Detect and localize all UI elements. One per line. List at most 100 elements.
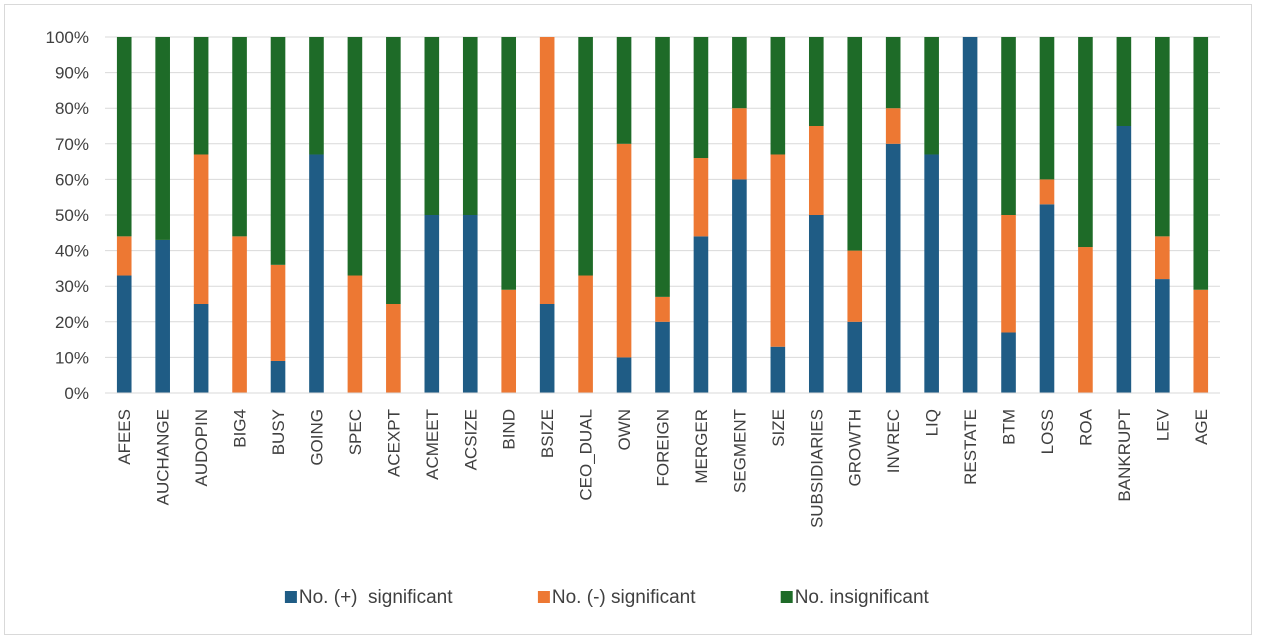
bar-segment-negative bbox=[539, 37, 555, 304]
x-category-label: AGE bbox=[1192, 409, 1211, 445]
bar-segment-positive bbox=[1039, 204, 1055, 393]
x-category-label: MERGER bbox=[692, 409, 711, 484]
bar-segment-positive bbox=[155, 239, 170, 393]
bar-segment-negative bbox=[847, 250, 863, 322]
bar-segment-negative bbox=[1039, 179, 1055, 205]
bar-segment-negative bbox=[116, 236, 132, 276]
bar-segment-positive bbox=[693, 236, 709, 393]
x-category-label: RESTATE bbox=[961, 409, 980, 485]
bar-segment-insignificant bbox=[1116, 37, 1132, 126]
bar-segment-insignificant bbox=[116, 37, 132, 237]
bar-segment-negative bbox=[770, 154, 786, 347]
bar-segment-positive bbox=[655, 321, 670, 393]
y-axis-tick-labels: 0% 10% 20% 30% 40% 50% 60% 70% 80% 90% 100% bbox=[46, 28, 89, 403]
bar-segment-negative bbox=[578, 275, 593, 393]
x-category-label: OWN bbox=[615, 409, 634, 451]
bar-segment-negative bbox=[1193, 289, 1209, 393]
y-tick-label: 40% bbox=[55, 242, 89, 261]
x-category-label: BIG4 bbox=[231, 409, 250, 448]
bar-segment-negative bbox=[885, 108, 901, 144]
bar-segment-positive bbox=[309, 154, 324, 393]
x-category-label: ACSIZE bbox=[461, 409, 480, 470]
x-category-label: GROWTH bbox=[846, 409, 865, 486]
x-category-label: BANKRUPT bbox=[1115, 409, 1134, 502]
x-category-label: INVREC bbox=[884, 409, 903, 473]
bar-segment-positive bbox=[770, 346, 786, 393]
bar-segment-insignificant bbox=[578, 37, 593, 276]
bar-segment-insignificant bbox=[847, 37, 863, 251]
bar-segment-positive bbox=[539, 304, 555, 393]
bar-segment-insignificant bbox=[386, 37, 401, 304]
bar-segment-insignificant bbox=[885, 37, 901, 109]
bar-segment-insignificant bbox=[347, 37, 363, 276]
legend-label: No. (+) significant bbox=[299, 587, 453, 608]
x-category-label: LOSS bbox=[1038, 409, 1057, 454]
bar-segment-insignificant bbox=[1001, 37, 1016, 215]
bar-segment-positive bbox=[924, 154, 939, 393]
bar-segment-negative bbox=[1001, 215, 1016, 333]
bar-segment-positive bbox=[885, 143, 901, 393]
bar-segment-insignificant bbox=[616, 37, 632, 144]
bar-segment-negative bbox=[193, 154, 209, 304]
x-category-label: GOING bbox=[307, 409, 326, 466]
legend-label: No. insignificant bbox=[795, 587, 930, 608]
bar-segment-insignificant bbox=[693, 37, 709, 159]
x-category-label: SIZE bbox=[769, 409, 788, 447]
y-tick-label: 10% bbox=[55, 348, 89, 367]
bar-segment-insignificant bbox=[270, 37, 286, 265]
y-tick-label: 20% bbox=[55, 313, 89, 332]
bar-segment-negative bbox=[347, 275, 363, 393]
bar-segment-insignificant bbox=[193, 37, 209, 155]
bar-segment-negative bbox=[501, 289, 517, 393]
x-category-label: CEO_DUAL bbox=[577, 409, 596, 501]
y-tick-label: 80% bbox=[55, 99, 89, 118]
bar-segment-insignificant bbox=[924, 37, 939, 155]
bar-segment-insignificant bbox=[155, 37, 170, 240]
bar-segment-positive bbox=[847, 321, 863, 393]
x-category-label: SPEC bbox=[346, 409, 365, 455]
x-axis-category-labels: AFEES AUCHANGE AUDOPIN BIG4 BUSY GOING SPEC ACE… bbox=[115, 408, 1211, 528]
chart-frame: 0% 10% 20% 30% 40% 50% 60% 70% 80% 90% 100% AFEES A… bbox=[4, 4, 1252, 635]
bar-segment-insignificant bbox=[1078, 37, 1093, 248]
x-category-label: FOREIGN bbox=[654, 409, 673, 486]
bar-segment-insignificant bbox=[232, 37, 247, 237]
y-tick-label: 50% bbox=[55, 206, 89, 225]
x-category-label: BUSY bbox=[269, 409, 288, 455]
y-tick-label: 90% bbox=[55, 64, 89, 83]
stacked-bar-chart: 0%10%20%30%40%50%60%70%80%90%100% AFEES A… bbox=[46, 28, 1220, 608]
bar-segment-negative bbox=[616, 143, 632, 358]
bar-segment-positive bbox=[808, 215, 824, 393]
y-tick-label: 100% bbox=[46, 28, 89, 47]
x-category-label: AUCHANGE bbox=[154, 409, 173, 505]
x-category-label: BSIZE bbox=[538, 409, 557, 458]
x-category-label: AFEES bbox=[115, 409, 134, 465]
bar-segment-negative bbox=[1078, 247, 1093, 393]
bar-segment-positive bbox=[962, 37, 978, 393]
legend-swatch bbox=[284, 591, 297, 603]
legend: No. (+) significant No. (-) significant No… bbox=[284, 587, 930, 608]
x-category-label: ACEXPT bbox=[384, 409, 403, 477]
bar-segment-negative bbox=[732, 108, 747, 180]
legend-swatch bbox=[537, 591, 550, 603]
legend-swatch bbox=[780, 591, 793, 603]
bar-segment-positive bbox=[270, 360, 286, 393]
y-tick-label: 70% bbox=[55, 135, 89, 154]
bar-segment-insignificant bbox=[808, 37, 824, 126]
bar-segment-insignificant bbox=[655, 37, 670, 297]
legend-label: No. (-) significant bbox=[552, 587, 696, 608]
x-category-label: SEGMENT bbox=[730, 409, 749, 493]
bar-segment-negative bbox=[270, 264, 286, 361]
bar-segment-negative bbox=[386, 304, 401, 393]
x-category-label: ROA bbox=[1076, 408, 1095, 446]
x-category-label: SUBSIDIARIES bbox=[807, 409, 826, 528]
y-tick-label: 30% bbox=[55, 277, 89, 296]
x-category-label: ACMEET bbox=[423, 409, 442, 480]
x-category-label: AUDOPIN bbox=[192, 409, 211, 486]
bar-segment-insignificant bbox=[501, 37, 517, 290]
bar-segment-insignificant bbox=[462, 37, 478, 215]
bar-segment-insignificant bbox=[770, 37, 786, 155]
bar-segment-positive bbox=[616, 357, 632, 393]
bar-segment-insignificant bbox=[1155, 37, 1170, 237]
x-category-label: LIQ bbox=[923, 409, 942, 436]
bar-segment-positive bbox=[1116, 126, 1132, 393]
